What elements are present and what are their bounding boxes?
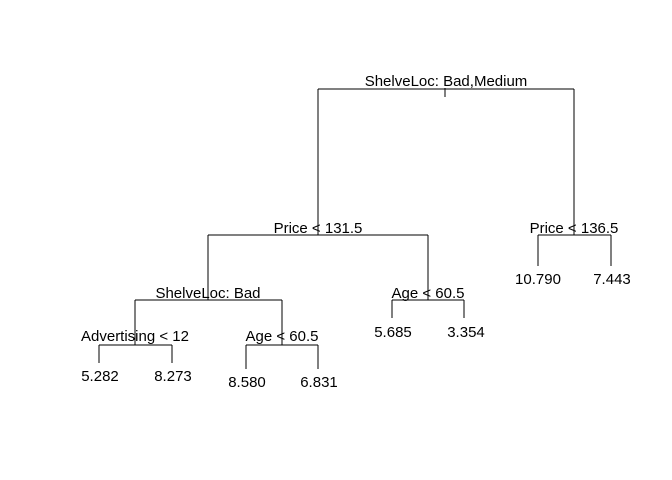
node-age-left: Age < 60.5 — [245, 328, 319, 369]
node-shelveloc-bad: ShelveLoc: Bad — [134, 285, 283, 345]
leaf-value: 6.831 — [300, 374, 338, 391]
split-label-age-left: Age < 60.5 — [246, 328, 319, 345]
node-price-131: Price < 131.5 — [207, 220, 429, 300]
split-label-root: ShelveLoc: Bad,Medium — [365, 73, 528, 90]
node-root: ShelveLoc: Bad,Medium — [317, 73, 575, 235]
node-price-136: Price < 136.5 — [530, 220, 619, 266]
split-label-price-136: Price < 136.5 — [530, 220, 619, 237]
split-label-price-131: Price < 131.5 — [274, 220, 363, 237]
node-advertising: Advertising < 12 — [81, 328, 189, 363]
leaf-value: 3.354 — [447, 324, 485, 341]
split-label-shelveloc-bad: ShelveLoc: Bad — [155, 285, 260, 302]
leaf-value: 10.790 — [515, 271, 561, 288]
leaf-value: 5.685 — [374, 324, 412, 341]
split-label-age-right: Age < 60.5 — [392, 285, 465, 302]
leaf-value: 8.273 — [154, 368, 192, 385]
node-age-right: Age < 60.5 — [391, 285, 465, 318]
leaf-value: 5.282 — [81, 368, 119, 385]
leaf-value: 7.443 — [593, 271, 631, 288]
split-label-advertising: Advertising < 12 — [81, 328, 189, 345]
leaf-value: 8.580 — [228, 374, 266, 391]
